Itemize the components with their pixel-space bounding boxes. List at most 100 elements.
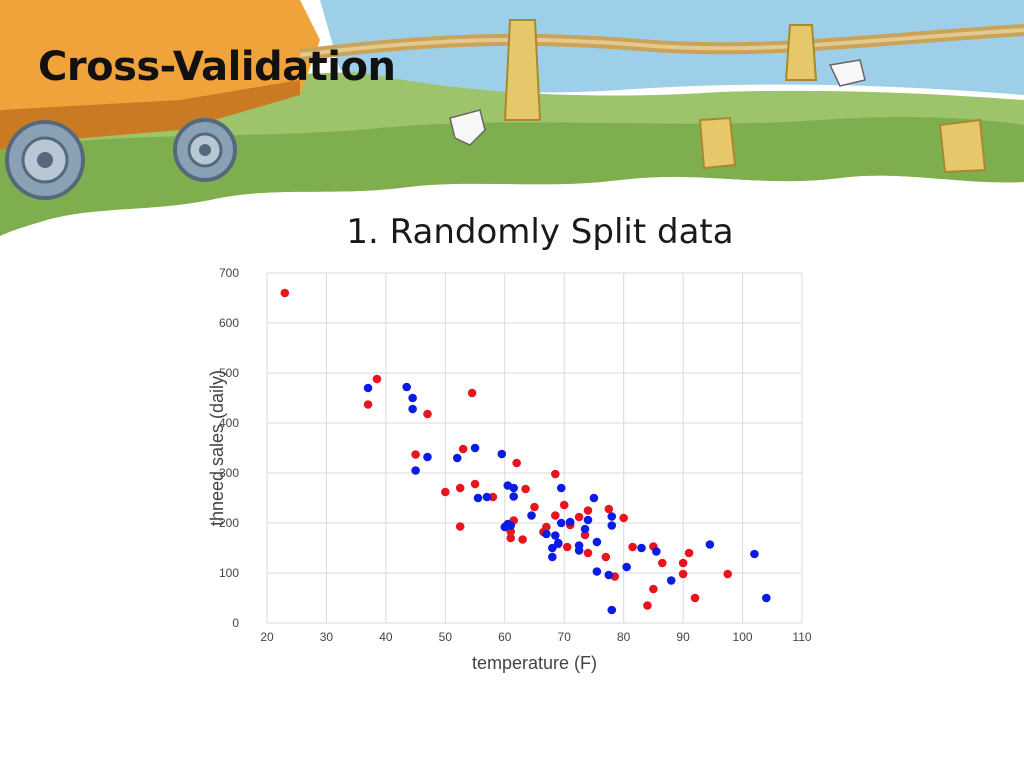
data-point xyxy=(455,522,465,531)
data-point xyxy=(652,547,661,556)
data-point xyxy=(583,506,593,515)
data-point xyxy=(750,549,759,559)
data-point xyxy=(470,479,480,489)
data-point xyxy=(497,449,507,459)
data-point xyxy=(666,576,676,585)
y-tick-label: 0 xyxy=(232,616,239,630)
data-point xyxy=(551,469,560,479)
data-point xyxy=(589,493,599,503)
data-point xyxy=(607,521,617,530)
data-point xyxy=(628,542,637,552)
data-point xyxy=(455,483,465,493)
data-point xyxy=(580,524,590,534)
data-point xyxy=(423,452,432,462)
y-axis-label: thneed sales (daily) xyxy=(207,370,227,526)
data-point xyxy=(592,567,602,576)
y-tick-label: 600 xyxy=(219,316,239,330)
data-point xyxy=(411,450,420,459)
data-point xyxy=(562,542,572,552)
y-tick-label: 100 xyxy=(219,566,239,580)
data-point xyxy=(762,593,771,603)
grid xyxy=(266,272,803,624)
data-point xyxy=(658,558,667,568)
data-point xyxy=(527,511,536,520)
data-point xyxy=(548,543,557,553)
header-illustration xyxy=(0,0,1024,240)
data-point xyxy=(583,515,593,525)
data-point xyxy=(607,512,617,521)
x-tick-label: 50 xyxy=(439,630,453,644)
data-point xyxy=(592,537,602,547)
data-point xyxy=(637,543,646,553)
slide-subtitle: 1. Randomly Split data xyxy=(346,212,734,252)
x-tick-label: 40 xyxy=(379,630,393,644)
data-point xyxy=(574,546,584,555)
y-tick-label: 500 xyxy=(219,366,239,380)
data-point xyxy=(372,374,382,384)
data-point xyxy=(556,483,566,493)
data-point xyxy=(622,562,631,572)
x-tick-label: 90 xyxy=(676,630,690,644)
data-point xyxy=(551,531,560,540)
data-point xyxy=(408,404,417,414)
y-tick-label: 400 xyxy=(219,416,239,430)
data-point xyxy=(604,504,614,514)
data-point xyxy=(684,548,694,558)
data-point xyxy=(580,530,590,540)
machine-shadow xyxy=(0,80,300,150)
data-point xyxy=(619,513,628,523)
data-point xyxy=(723,569,732,579)
data-point xyxy=(690,593,700,603)
data-point xyxy=(488,492,498,502)
data-point xyxy=(470,443,480,453)
tick-labels: 20 30 40 50 60 70 80 90 100 110 0 100 200 300 400 500 60… xyxy=(219,266,812,644)
data-point xyxy=(467,388,477,398)
y-tick-label: 200 xyxy=(219,516,239,530)
data-point xyxy=(441,487,450,497)
x-tick-label: 70 xyxy=(558,630,572,644)
x-tick-label: 60 xyxy=(498,630,512,644)
data-point xyxy=(411,466,420,475)
data-point xyxy=(280,288,290,298)
data-point xyxy=(553,538,563,548)
y-tick-label: 700 xyxy=(219,266,239,280)
paper-scrap xyxy=(449,109,486,146)
data-point xyxy=(542,522,551,532)
x-tick-label: 100 xyxy=(733,630,753,644)
x-tick-label: 80 xyxy=(617,630,631,644)
data-point xyxy=(574,512,584,522)
data-point xyxy=(559,500,569,510)
y-tick-label: 300 xyxy=(219,466,239,480)
x-axis-label: temperature (F) xyxy=(472,653,597,673)
x-tick-label: 30 xyxy=(320,630,334,644)
scatter-chart: 20 30 40 50 60 70 80 90 100 110 0 100 200 300 400 500 60… xyxy=(207,266,812,673)
data-point xyxy=(565,517,575,527)
data-point xyxy=(509,492,518,501)
gear-icon xyxy=(5,120,85,200)
data-point xyxy=(583,548,593,558)
data-points xyxy=(280,288,771,615)
slide-title: Cross-Validation xyxy=(38,44,396,90)
data-point xyxy=(506,521,516,530)
grass-shade xyxy=(0,117,1024,236)
pipe-highlight xyxy=(299,28,1024,57)
data-point xyxy=(363,383,373,393)
data-point xyxy=(521,484,530,494)
data-point xyxy=(458,444,468,454)
data-point xyxy=(402,382,411,392)
data-point xyxy=(551,511,560,520)
data-point xyxy=(607,605,617,615)
data-point xyxy=(678,558,688,568)
x-tick-label: 20 xyxy=(260,630,274,644)
tree-stump-icon xyxy=(503,19,987,174)
data-point xyxy=(506,527,516,536)
data-point xyxy=(678,569,688,579)
data-point xyxy=(363,400,373,409)
data-point xyxy=(649,584,658,594)
data-point xyxy=(643,601,652,610)
data-point xyxy=(548,552,557,562)
data-point xyxy=(556,518,566,528)
data-point xyxy=(705,540,715,549)
data-point xyxy=(473,493,483,503)
data-point xyxy=(452,453,462,463)
